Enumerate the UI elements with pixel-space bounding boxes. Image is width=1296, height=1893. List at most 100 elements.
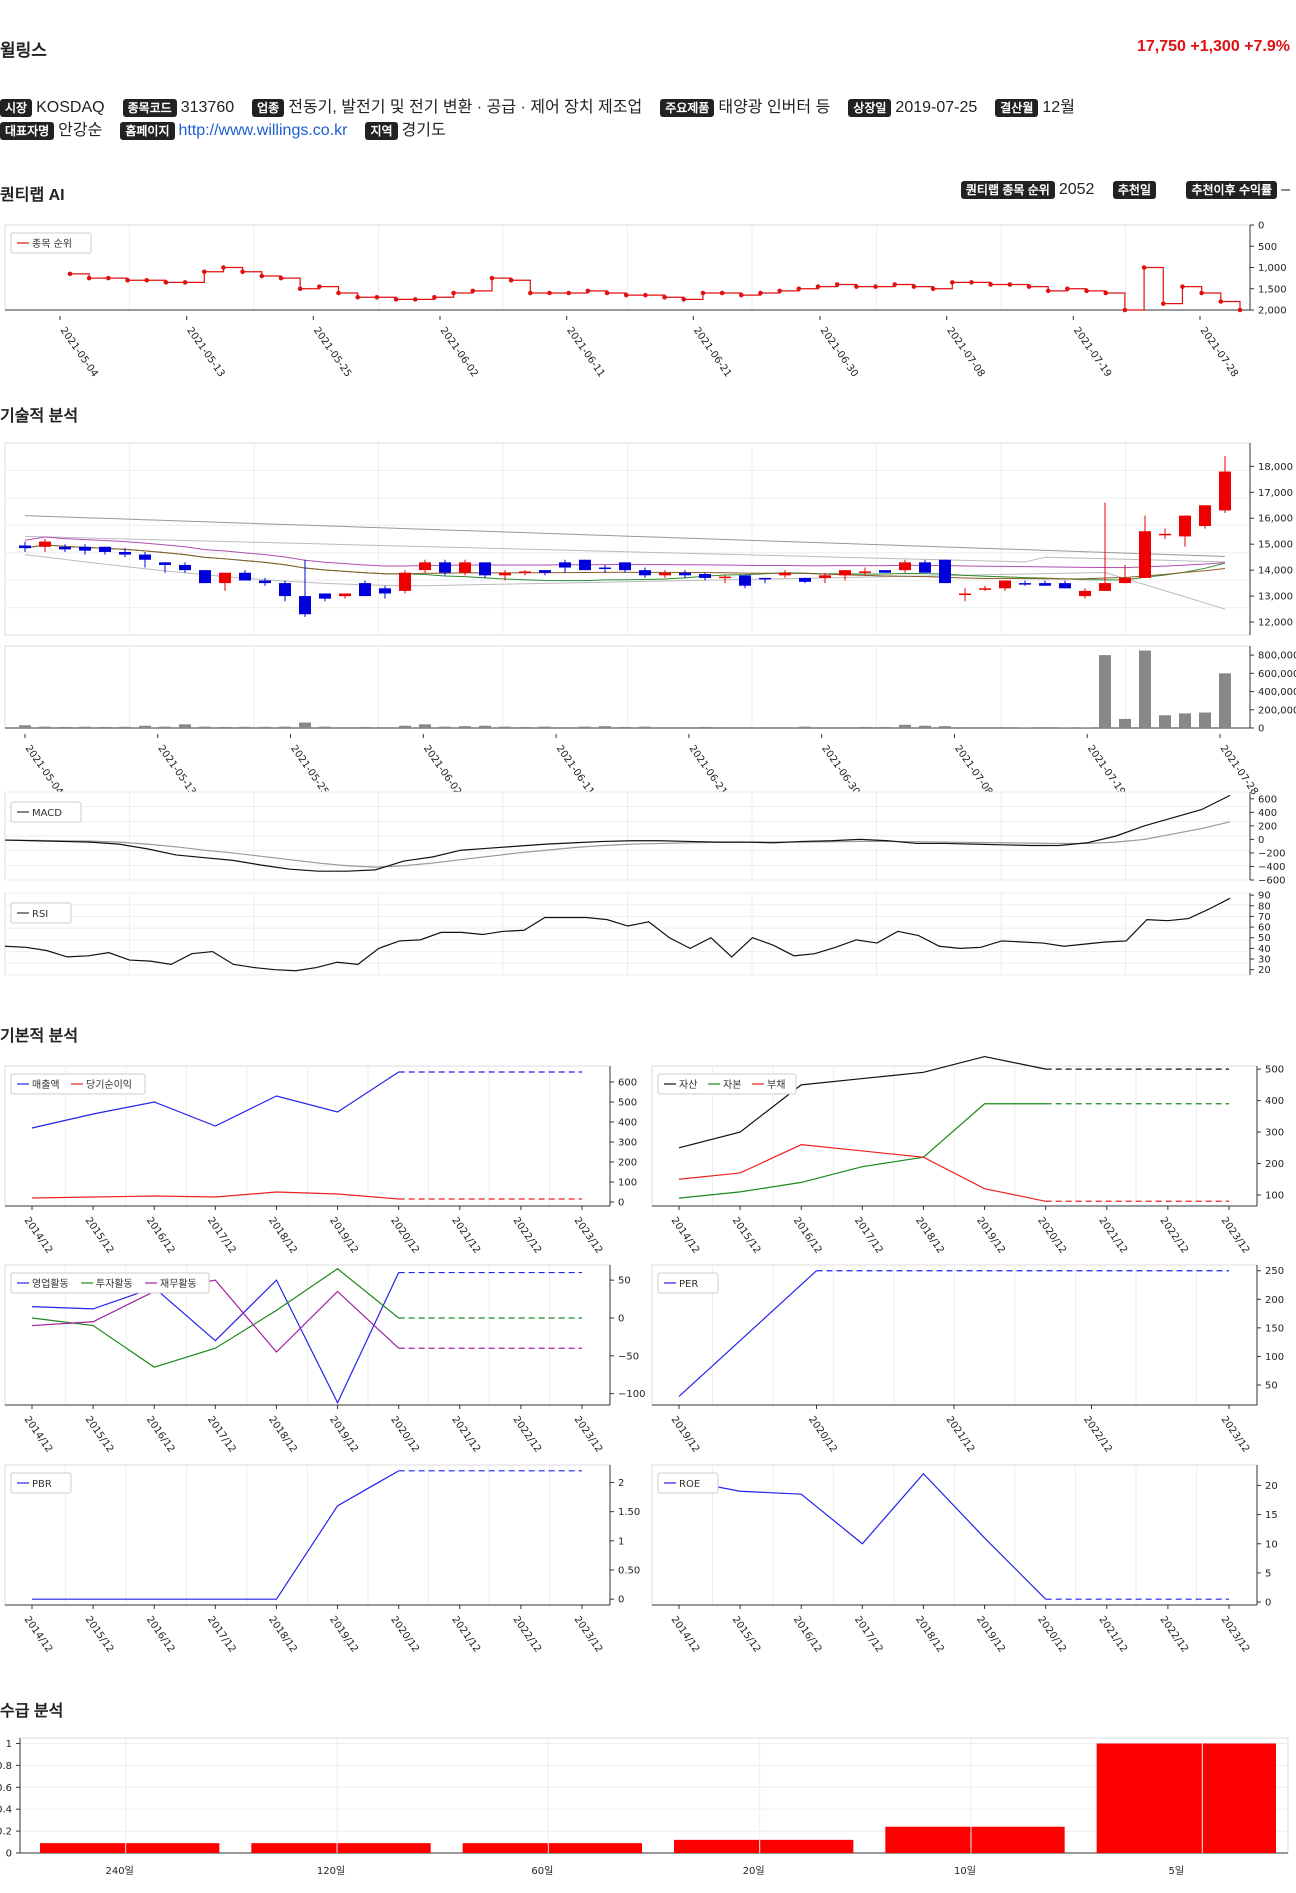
rank-line xyxy=(70,266,1241,311)
x-year-label: 2020/12 xyxy=(1035,1614,1068,1654)
info-label: 주요제품 xyxy=(660,99,715,117)
x-year-label: 2023/12 xyxy=(572,1215,605,1255)
legend-label: 자산 xyxy=(679,1079,697,1091)
y-tick-label: 0 xyxy=(6,1849,12,1860)
candle-body xyxy=(839,570,851,576)
x-date-label: 2021-06-02 xyxy=(438,325,480,379)
current-price: 17,750 xyxy=(1136,38,1186,55)
supply-bar xyxy=(462,1843,642,1853)
info-value: KOSDAQ xyxy=(36,99,105,116)
volume-bar xyxy=(1099,655,1111,728)
y-tick-label: 100 xyxy=(618,1178,637,1189)
candle-body xyxy=(99,546,111,552)
series-line xyxy=(31,1268,400,1368)
y-tick-label: 0 xyxy=(1258,835,1264,846)
x-date-label: 2021-06-02 xyxy=(421,743,463,797)
candle-body xyxy=(279,583,291,597)
rank-value: 2052 xyxy=(1058,181,1095,198)
x-year-label: 2021/12 xyxy=(449,1215,482,1255)
volume-bar xyxy=(159,726,171,728)
x-date-label: 2021-07-08 xyxy=(944,325,986,379)
x-year-label: 2021/12 xyxy=(944,1414,977,1454)
x-year-label: 2019/12 xyxy=(327,1614,360,1654)
company-name: 윌링스 xyxy=(0,41,47,60)
info-value: 경기도 xyxy=(401,122,446,139)
candle-body xyxy=(39,541,51,547)
volume-bar xyxy=(559,727,571,728)
y-tick-label: 0 xyxy=(618,1313,624,1324)
x-date-label: 2021-06-30 xyxy=(819,743,861,797)
candle-body xyxy=(1139,531,1151,578)
candle-body xyxy=(799,577,811,582)
y-tick-label: 400 xyxy=(618,1118,637,1129)
x-year-label: 2018/12 xyxy=(266,1414,299,1454)
x-year-label: 2022/12 xyxy=(1081,1414,1114,1454)
supply-bar xyxy=(251,1843,431,1853)
x-category-label: 20일 xyxy=(743,1865,765,1877)
y-tick-label: 10 xyxy=(1265,1539,1278,1550)
supply-bar xyxy=(674,1839,854,1853)
x-date-label: 2021-06-21 xyxy=(691,325,733,379)
volume-bar xyxy=(1199,712,1211,728)
x-year-label: 2015/12 xyxy=(730,1614,763,1654)
candle-body xyxy=(719,576,731,579)
volume-bar xyxy=(539,726,551,728)
candle-body xyxy=(119,551,131,555)
x-year-label: 2019/12 xyxy=(327,1414,360,1454)
x-category-label: 10일 xyxy=(954,1865,976,1877)
legend-box xyxy=(10,801,82,823)
volume-bar xyxy=(519,726,531,728)
y-tick-label: 0 xyxy=(1258,221,1264,232)
price-block: 17,750 +1,300 +7.9% xyxy=(1137,38,1290,56)
candle-body xyxy=(59,546,71,550)
y-tick-label: −200 xyxy=(1258,848,1285,859)
series-line xyxy=(31,1071,399,1129)
legend-label: 당기순이익 xyxy=(86,1079,132,1091)
x-year-label: 2017/12 xyxy=(852,1614,885,1654)
y-tick-label: 14,000 xyxy=(1258,566,1293,577)
x-year-label: 2014/12 xyxy=(22,1215,55,1255)
volume-bar xyxy=(859,726,871,728)
volume-bar xyxy=(19,725,31,728)
candle-body xyxy=(139,554,151,560)
volume-bar xyxy=(799,726,811,728)
x-category-label: 240일 xyxy=(106,1865,134,1877)
volume-bar xyxy=(1039,727,1051,728)
volume-bar xyxy=(579,726,591,728)
y-tick-label: 250 xyxy=(1265,1266,1284,1277)
x-year-label: 2020/12 xyxy=(806,1414,839,1454)
candle-body xyxy=(1199,505,1211,527)
x-year-label: 2020/12 xyxy=(388,1614,421,1654)
y-tick-label: 0 xyxy=(618,1198,624,1209)
candle-body xyxy=(819,575,831,578)
x-date-label: 2021-07-19 xyxy=(1071,325,1113,379)
y-tick-label: 1,500 xyxy=(1258,284,1287,295)
volume-bar xyxy=(199,726,211,728)
y-tick-label: 20 xyxy=(1265,1481,1278,1492)
x-year-label: 2014/12 xyxy=(22,1414,55,1454)
x-category-label: 60일 xyxy=(531,1865,553,1877)
candle-body xyxy=(519,571,531,573)
x-year-label: 2019/12 xyxy=(974,1215,1007,1255)
candle-body xyxy=(879,570,891,573)
ai-summary: 퀀티랩 종목 순위 2052 추천일 추천이후 수익률 – xyxy=(960,181,1290,199)
info-row-1: 시장 KOSDAQ 종목코드 313760 업종 전동기, 발전기 및 전기 변환 · 공… xyxy=(0,93,1093,117)
y-tick-label: 200 xyxy=(618,1158,637,1169)
volume-bar xyxy=(699,726,711,728)
info-value: 태양광 인버터 등 xyxy=(718,99,831,116)
volume-bar xyxy=(779,727,791,728)
volume-bar xyxy=(239,726,251,728)
y-tick-label: 200 xyxy=(1265,1295,1284,1306)
candle-body xyxy=(1099,583,1111,591)
volume-bar xyxy=(499,726,511,728)
return-badge: 추천이후 수익률 xyxy=(1186,181,1278,199)
homepage-link[interactable]: http://www.willings.co.kr xyxy=(178,122,348,139)
series-line xyxy=(32,1470,399,1600)
candle-body xyxy=(359,583,371,597)
candle-body xyxy=(579,559,591,571)
volume-bar xyxy=(599,726,611,728)
legend-box xyxy=(657,1472,719,1494)
volume-bar xyxy=(679,727,691,728)
macd-line xyxy=(4,794,1231,872)
